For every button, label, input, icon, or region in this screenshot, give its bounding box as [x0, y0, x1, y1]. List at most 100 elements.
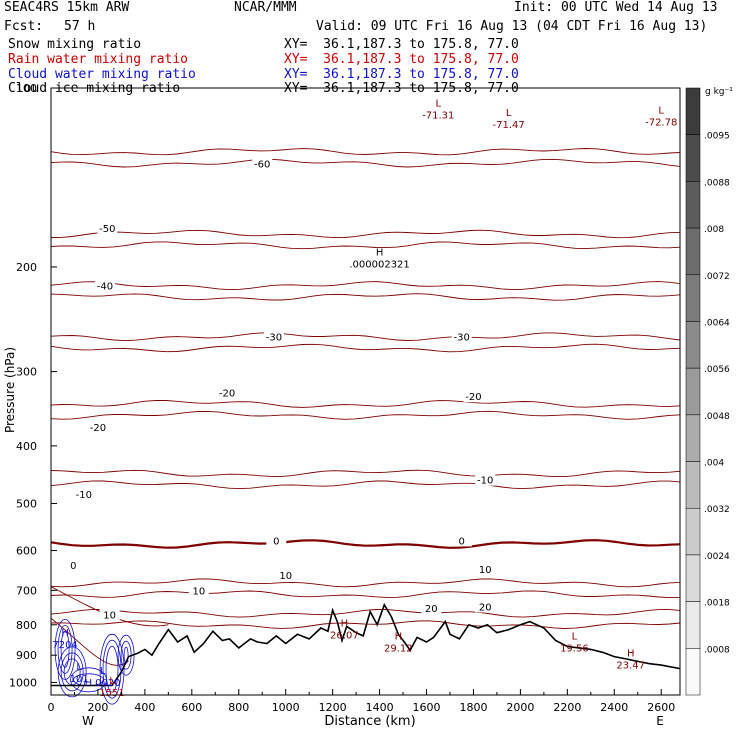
x-tick-label: 1000	[272, 701, 300, 714]
contour-label: 0	[70, 561, 76, 572]
contour-label: -50	[99, 224, 115, 235]
extremum-marker: L	[100, 666, 106, 677]
x-tick-label: 1600	[413, 701, 441, 714]
cloud-water-contour	[105, 645, 119, 693]
temperature-contour	[50, 293, 681, 301]
temperature-contour	[50, 332, 681, 342]
contour-label: 10	[479, 565, 492, 576]
contour-label: 20	[479, 602, 492, 613]
extremum-marker: L	[76, 662, 82, 673]
contour-label-bg	[97, 221, 118, 234]
temperature-contour	[50, 480, 681, 490]
contour-label-bg	[266, 534, 287, 547]
extremum-value: 29.12	[384, 643, 413, 654]
forecast-hour: 57 h	[64, 19, 96, 34]
colorbar-tick-label: .0048	[704, 412, 730, 422]
extremum-marker: L	[506, 108, 512, 119]
cloud-water-contour	[60, 652, 84, 692]
colorbar-tick-label: .0064	[704, 318, 730, 328]
colorbar-tick-label: .0072	[704, 272, 730, 282]
y-tick-label: 500	[16, 497, 37, 510]
extremum-value: 1551	[99, 688, 124, 699]
colorbar-tick-label: .0056	[704, 365, 730, 375]
x-tick-label: 2000	[506, 701, 534, 714]
colorbar-swatch	[685, 321, 701, 369]
colorbar-tick-label: .004	[704, 459, 724, 469]
contour-label-bg	[463, 390, 484, 403]
contour-label-bg	[188, 584, 209, 597]
contour-labels: -60 -50 -40 -30 -30 -20 -20 -20 -10 -10 0 0 0 10 10 10 1…	[63, 157, 496, 621]
contour-label: -20	[219, 388, 235, 399]
contour-label: -60	[254, 160, 270, 171]
extremum-value: -72.78	[645, 118, 677, 129]
colorbar-swatch	[685, 461, 701, 509]
colorbar-swatch	[685, 507, 701, 556]
temperature-contour	[50, 281, 681, 291]
temperature-contour	[50, 148, 681, 156]
legend-cloud-water-label: Cloud water mixing ratio	[8, 67, 196, 82]
contour-label-bg	[451, 330, 472, 343]
temperature-contour	[50, 590, 681, 599]
x-tick-label: 600	[181, 701, 202, 714]
extremum-value: 23.47	[616, 660, 645, 671]
x-tick-label: 200	[87, 701, 108, 714]
contour-label: -20	[465, 392, 481, 403]
contour-label: 10	[192, 586, 205, 597]
extremum-marker: H	[376, 248, 384, 259]
y-tick-label: 400	[16, 440, 37, 453]
x-tick-label: 2600	[647, 701, 675, 714]
cloud-water-contour	[54, 619, 76, 680]
west-end-label: W	[82, 714, 94, 728]
colorbar: .0095 .0088 .008 .0072 .0064 .0056 .0048 .004 .0…	[685, 87, 730, 696]
contour-label-bg	[275, 569, 296, 582]
y-tick-label: 900	[16, 649, 37, 662]
colorbar-swatch	[685, 414, 701, 462]
colorbar-swatch	[685, 274, 701, 322]
temperature-contour	[50, 410, 681, 420]
x-axis-label: Distance (km)	[324, 714, 415, 729]
temperature-contour	[50, 343, 681, 353]
extremum-marker: L	[658, 106, 664, 117]
colorbar-swatch	[685, 181, 701, 229]
extremum-value: -71.31	[422, 111, 454, 122]
contour-label-bg	[475, 563, 496, 576]
contour-label: -10	[76, 490, 92, 501]
colorbar-tick-label: .0032	[704, 505, 730, 515]
colorbar-tick-label: .0008	[704, 645, 730, 655]
y-tick-label: 300	[16, 366, 37, 379]
y-tick-label: 800	[16, 619, 37, 632]
temperature-contour	[50, 241, 681, 250]
cloud-water-contour	[57, 646, 87, 698]
east-end-label: E	[656, 714, 664, 728]
colorbar-swatch	[685, 134, 701, 182]
x-tick-label: 800	[228, 701, 249, 714]
x-tick-label: 1800	[459, 701, 487, 714]
extremum-marker: H	[61, 628, 69, 639]
forecast-label: Fcst:	[4, 19, 44, 34]
contour-label-bg	[451, 534, 472, 547]
extremum-marker: L	[435, 99, 441, 110]
extremum-value: H.0020	[85, 678, 121, 689]
y-tick-label: 200	[16, 261, 37, 274]
colorbar-tick-label: .0088	[704, 178, 730, 188]
extremum-value: 7204	[52, 640, 77, 651]
colorbar-tick-label: .0018	[704, 599, 730, 609]
y-tick-label: 100	[16, 82, 37, 95]
extremum-value: 19.56	[560, 643, 589, 654]
extremum-value: .000002321	[349, 260, 409, 271]
colorbar-swatch	[685, 367, 701, 416]
contour-label: -30	[266, 333, 282, 344]
contour-label-bg	[217, 386, 238, 399]
terrain-line	[51, 602, 681, 687]
init-time: Init: 00 UTC Wed 14 Aug 13	[514, 0, 718, 15]
x-tick-label: 0	[48, 701, 55, 714]
extremum-marker: H	[341, 619, 349, 630]
contour-label-bg	[63, 559, 84, 572]
contour-label-bg	[263, 330, 284, 343]
contour-label: 20	[425, 604, 438, 615]
contour-label: 0	[273, 536, 279, 547]
x-tick-label: 2400	[600, 701, 628, 714]
extremum-value: -71.47	[493, 120, 525, 131]
